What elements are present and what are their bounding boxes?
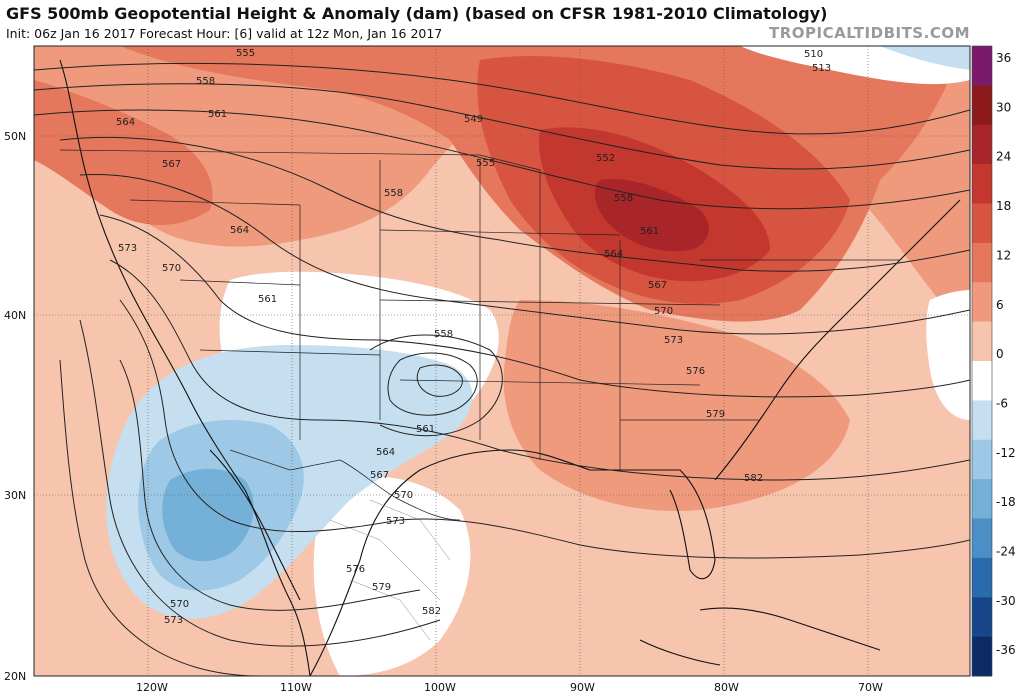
colorbar-swatch [972,479,992,519]
contour-label: 570 [654,306,673,317]
contour-label: 567 [162,159,181,170]
colorbar-swatch [972,203,992,244]
lon-label: 110W [280,681,312,694]
anomaly-negative-northeast [880,46,970,70]
lon-label: 70W [858,681,883,694]
lat-label: 30N [4,489,26,502]
contour-label: 573 [664,335,683,346]
contour-label: 564 [116,117,135,128]
anomaly-positive-southeast [503,300,850,511]
colorbar-label: 30 [996,100,1011,114]
contour-label: 564 [230,225,249,236]
contour-label: 561 [208,109,227,120]
map-area: 555 558 561 564 567 573 570 564 561 558 … [34,46,970,676]
colorbar-label: 12 [996,248,1011,262]
contour-label: 513 [812,63,831,74]
contour-labels: 555 558 561 564 567 573 570 564 561 558 … [116,48,831,626]
colorbar-swatch [972,518,992,559]
contour-label: 573 [164,615,183,626]
contour-label: 552 [596,153,615,164]
political-borders [59,149,900,521]
contour-label: 573 [386,516,405,527]
contour-label: 579 [706,409,725,420]
coastlines [59,59,961,676]
brand-watermark: TROPICALTIDBITS.COM [769,24,970,42]
colorbar-swatch [972,164,992,204]
contour-label: 564 [376,447,395,458]
colorbar-swatch [972,439,992,480]
colorbar-label: 36 [996,51,1011,65]
contour-label: 582 [422,606,441,617]
contour-label: 576 [686,366,705,377]
lon-label: 80W [714,681,739,694]
map-subtitle: Init: 06z Jan 16 2017 Forecast Hour: [6]… [6,26,443,41]
contour-label: 579 [372,582,391,593]
contour-label: 564 [604,249,623,260]
contour-label: 567 [648,280,667,291]
contour-label: 576 [346,564,365,575]
anomaly-neutral-mexico [313,476,471,676]
colorbar-swatch [972,361,992,401]
colorbar-swatch [972,124,992,165]
colorbar-label: -6 [996,396,1008,410]
colorbar-label: 0 [996,347,1004,361]
lon-label: 90W [570,681,595,694]
colorbar-swatch [972,282,992,323]
colorbar-label: -24 [996,545,1016,559]
colorbar-swatch [972,85,992,126]
longitude-axis: 120W 110W 100W 90W 80W 70W [136,681,883,694]
contour-label: 558 [384,188,403,199]
contour-label: 570 [170,599,189,610]
contour-label: 558 [614,193,633,204]
anomaly-negative-18 [162,468,254,562]
colorbar-label: -18 [996,495,1016,509]
lon-label: 120W [136,681,168,694]
contour-label: 510 [804,49,823,60]
colorbar-labels: 36 30 24 18 12 6 0 -6 -12 -18 -24 -30 -36 [996,51,1016,657]
contour-label: 567 [370,470,389,481]
map-frame [33,45,971,677]
colorbar-label: -36 [996,643,1016,657]
lat-label: 40N [4,309,26,322]
height-contours [34,62,970,676]
colorbar-swatch [972,597,992,638]
colorbar-swatch [972,321,992,362]
anomaly-positive-30 [594,179,709,252]
anomaly-neutral-east [926,290,970,420]
contour-label: 582 [744,473,763,484]
contour-label: 573 [118,243,137,254]
contour-label: 561 [416,424,435,435]
contour-label: 558 [196,76,215,87]
contour-label: 570 [394,490,413,501]
anomaly-positive-12-west [34,80,213,225]
latitude-axis: 50N 40N 30N 20N [4,130,26,683]
colorbar-swatch [972,636,992,677]
anomaly-colorbar [971,45,993,677]
colorbar-swatch [972,242,992,283]
lat-label: 20N [4,670,26,683]
map-title: GFS 500mb Geopotential Height & Anomaly … [6,4,828,23]
colorbar-label: 18 [996,199,1011,213]
colorbar-swatch [972,46,992,86]
contour-label: 558 [434,329,453,340]
colorbar-label: 6 [996,298,1004,312]
colorbar-frame [971,45,993,677]
contour-label: 555 [476,158,495,169]
contour-label: 561 [640,226,659,237]
colorbar-swatch [972,400,992,441]
contour-label: 549 [464,114,483,125]
colorbar-swatch [972,557,992,598]
colorbar-label: -12 [996,446,1016,460]
lon-label: 100W [424,681,456,694]
contour-label: 555 [236,48,255,59]
lat-label: 50N [4,130,26,143]
contour-label: 561 [258,294,277,305]
colorbar-label: 24 [996,150,1011,164]
colorbar-label: -30 [996,594,1016,608]
contour-label: 570 [162,263,181,274]
